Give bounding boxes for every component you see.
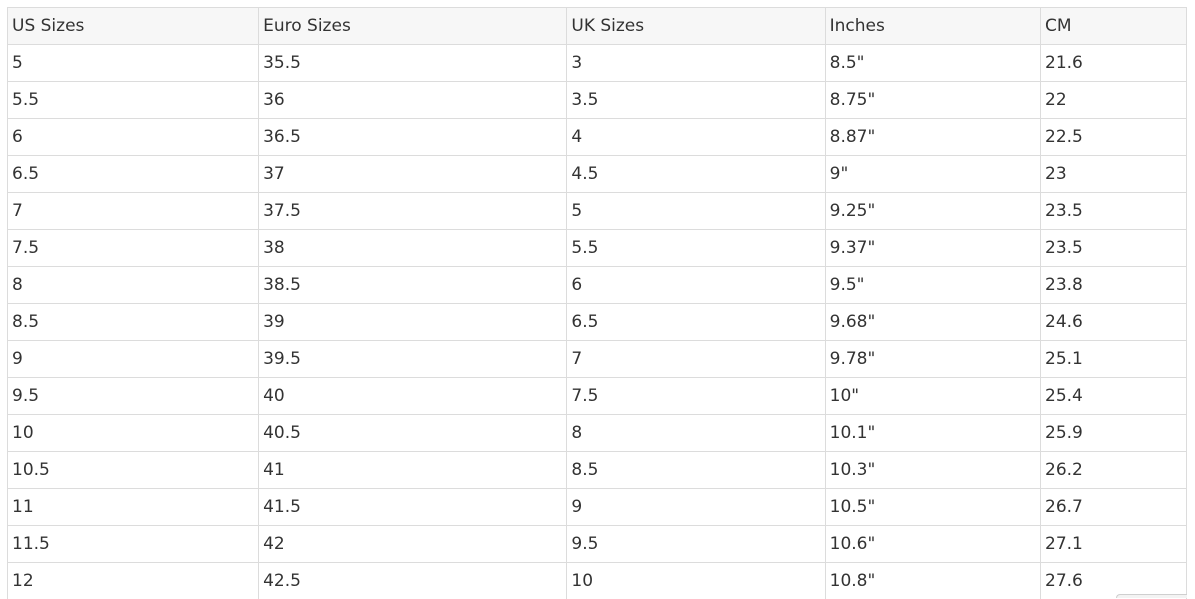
cell-inches: 10.8" [825, 563, 1040, 599]
cell-uk-size: 6.5 [567, 304, 825, 341]
cell-cm: 23.8 [1041, 267, 1187, 304]
cell-us-size: 7.5 [8, 230, 259, 267]
cell-cm: 22.5 [1041, 119, 1187, 156]
cell-us-size: 5 [8, 45, 259, 82]
cell-inches: 10.6" [825, 526, 1040, 563]
cell-inches: 9.78" [825, 341, 1040, 378]
cell-uk-size: 5.5 [567, 230, 825, 267]
table-header-row: US Sizes Euro Sizes UK Sizes Inches CM [8, 8, 1187, 45]
cell-inches: 8.5" [825, 45, 1040, 82]
cell-inches: 9.68" [825, 304, 1040, 341]
cell-us-size: 6.5 [8, 156, 259, 193]
cell-inches: 9" [825, 156, 1040, 193]
cell-inches: 10.5" [825, 489, 1040, 526]
cell-inches: 10.3" [825, 452, 1040, 489]
cell-inches: 8.87" [825, 119, 1040, 156]
cell-uk-size: 3 [567, 45, 825, 82]
cell-uk-size: 8.5 [567, 452, 825, 489]
cell-us-size: 9 [8, 341, 259, 378]
cell-us-size: 7 [8, 193, 259, 230]
header-us-sizes: US Sizes [8, 8, 259, 45]
cell-inches: 10.1" [825, 415, 1040, 452]
cell-cm: 27.1 [1041, 526, 1187, 563]
cell-euro-size: 41 [259, 452, 567, 489]
cell-cm: 25.4 [1041, 378, 1187, 415]
cell-euro-size: 38.5 [259, 267, 567, 304]
cell-uk-size: 7 [567, 341, 825, 378]
cell-us-size: 12 [8, 563, 259, 599]
cell-uk-size: 4 [567, 119, 825, 156]
cell-cm: 23.5 [1041, 230, 1187, 267]
header-euro-sizes: Euro Sizes [259, 8, 567, 45]
cell-cm: 23.5 [1041, 193, 1187, 230]
cell-us-size: 8 [8, 267, 259, 304]
cell-euro-size: 39.5 [259, 341, 567, 378]
cell-cm: 26.7 [1041, 489, 1187, 526]
cell-cm: 23 [1041, 156, 1187, 193]
cell-cm: 24.6 [1041, 304, 1187, 341]
cell-us-size: 10 [8, 415, 259, 452]
cell-cm: 22 [1041, 82, 1187, 119]
cell-uk-size: 7.5 [567, 378, 825, 415]
cell-euro-size: 35.5 [259, 45, 567, 82]
cell-uk-size: 10 [567, 563, 825, 599]
cell-us-size: 6 [8, 119, 259, 156]
cell-euro-size: 36.5 [259, 119, 567, 156]
cell-euro-size: 40.5 [259, 415, 567, 452]
cell-uk-size: 8 [567, 415, 825, 452]
header-cm: CM [1041, 8, 1187, 45]
cell-cm: 26.2 [1041, 452, 1187, 489]
corner-widget-edge [1116, 594, 1187, 598]
header-inches: Inches [825, 8, 1040, 45]
cell-uk-size: 9.5 [567, 526, 825, 563]
cell-inches: 8.75" [825, 82, 1040, 119]
cell-euro-size: 40 [259, 378, 567, 415]
cell-euro-size: 42.5 [259, 563, 567, 599]
cell-euro-size: 36 [259, 82, 567, 119]
cell-us-size: 9.5 [8, 378, 259, 415]
cell-uk-size: 4.5 [567, 156, 825, 193]
cell-euro-size: 39 [259, 304, 567, 341]
cell-inches: 10" [825, 378, 1040, 415]
cell-us-size: 10.5 [8, 452, 259, 489]
cell-uk-size: 6 [567, 267, 825, 304]
cell-uk-size: 3.5 [567, 82, 825, 119]
cell-cm: 25.1 [1041, 341, 1187, 378]
cell-uk-size: 9 [567, 489, 825, 526]
shoe-size-table: US Sizes Euro Sizes UK Sizes Inches CM 5… [7, 7, 1187, 599]
cell-inches: 9.25" [825, 193, 1040, 230]
cell-uk-size: 5 [567, 193, 825, 230]
cell-euro-size: 41.5 [259, 489, 567, 526]
cell-us-size: 11 [8, 489, 259, 526]
header-uk-sizes: UK Sizes [567, 8, 825, 45]
cell-inches: 9.37" [825, 230, 1040, 267]
cell-us-size: 8.5 [8, 304, 259, 341]
cell-cm: 21.6 [1041, 45, 1187, 82]
cell-inches: 9.5" [825, 267, 1040, 304]
cell-us-size: 11.5 [8, 526, 259, 563]
cell-cm: 25.9 [1041, 415, 1187, 452]
cell-euro-size: 37.5 [259, 193, 567, 230]
cell-us-size: 5.5 [8, 82, 259, 119]
cell-euro-size: 37 [259, 156, 567, 193]
cell-euro-size: 38 [259, 230, 567, 267]
cell-euro-size: 42 [259, 526, 567, 563]
